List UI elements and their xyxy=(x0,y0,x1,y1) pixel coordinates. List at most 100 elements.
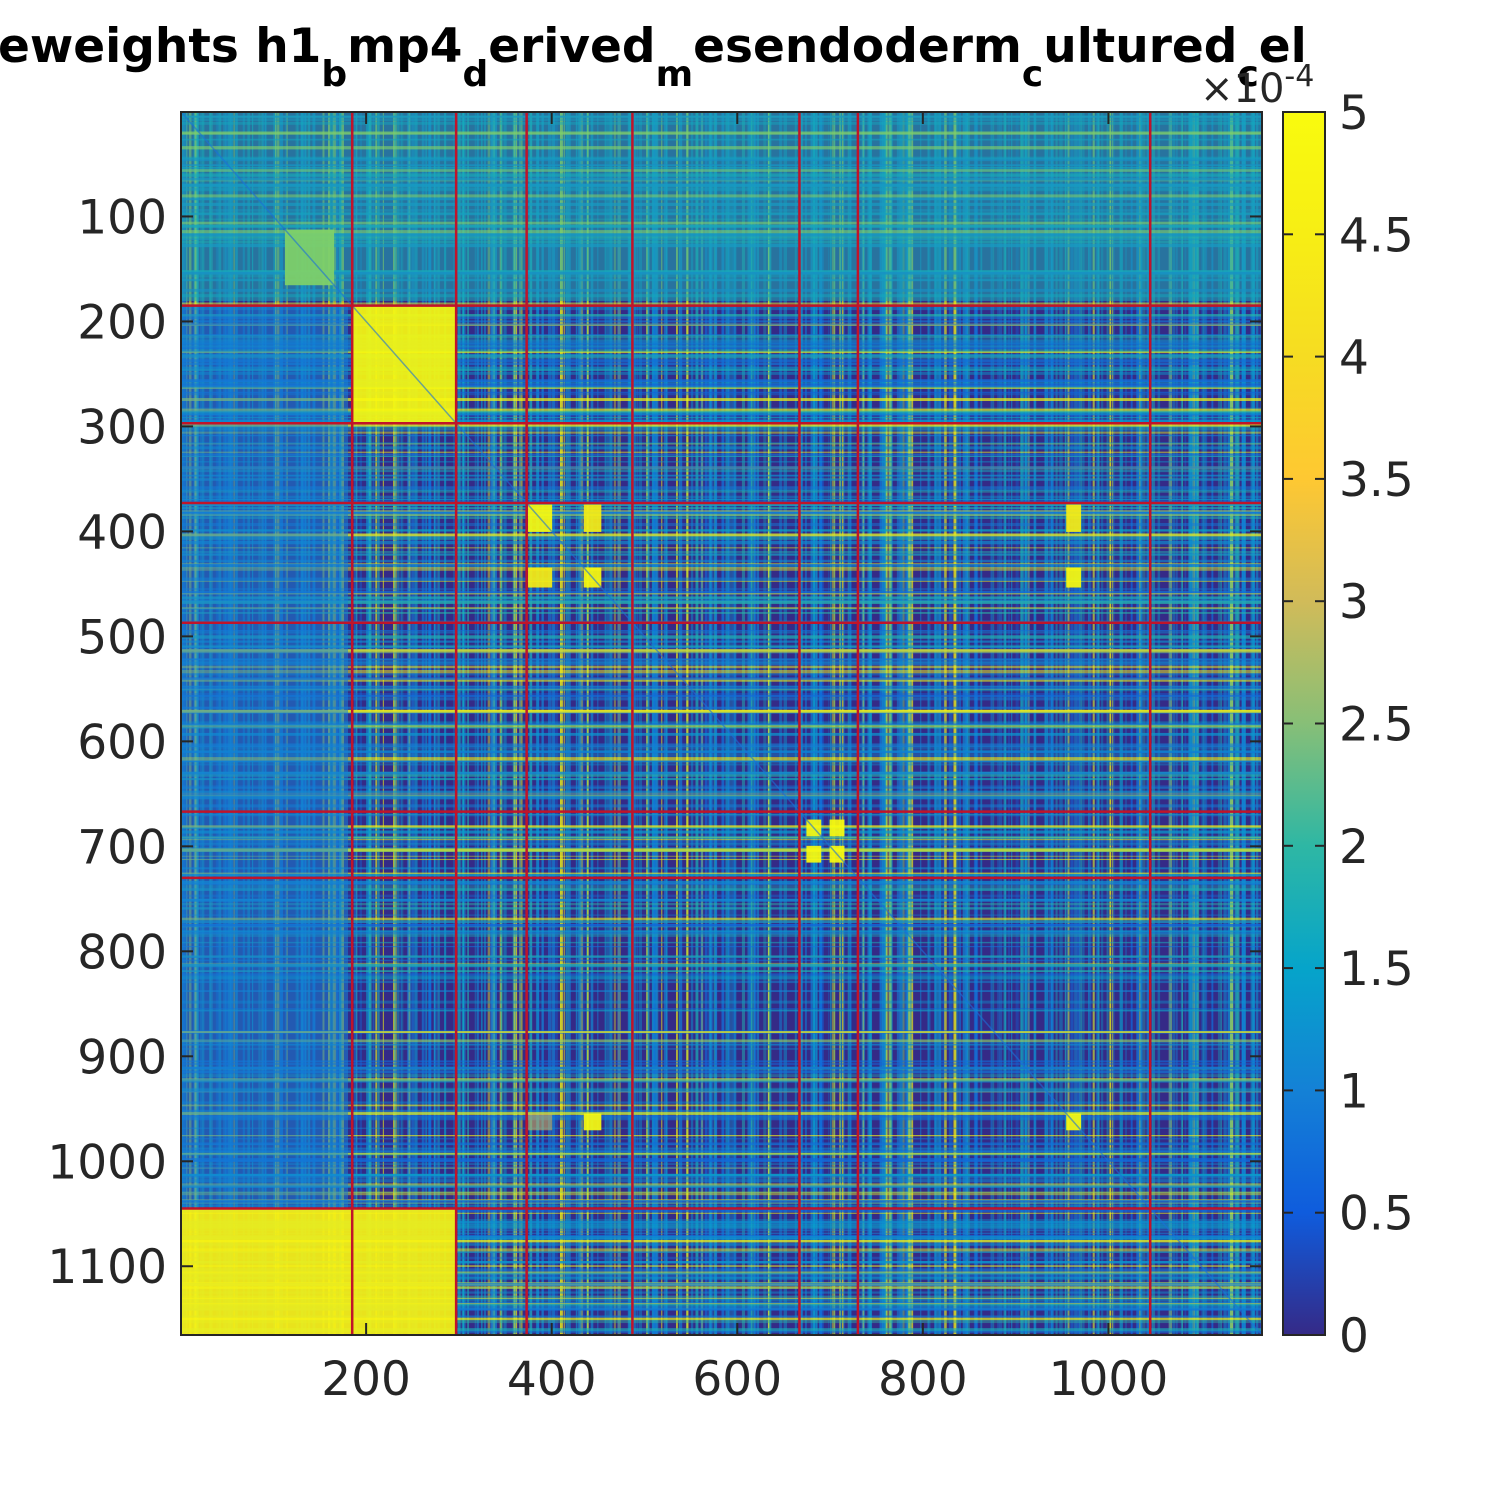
heatmap-row-stripe xyxy=(181,924,1262,926)
heatmap-row-stripe xyxy=(181,894,1262,898)
heatmap-row-stripe xyxy=(181,568,1262,571)
heatmap-row-stripe xyxy=(181,431,1262,434)
heatmap-row-stripe xyxy=(181,750,1262,754)
heatmap-dense-block xyxy=(181,112,1262,301)
chart-title-part: d xyxy=(462,54,488,95)
heatmap-row-stripe xyxy=(181,1009,1262,1012)
heatmap-row-stripe xyxy=(181,1306,1262,1310)
heatmap-row-stripe xyxy=(181,663,1262,666)
heatmap-dense-block xyxy=(1066,567,1082,588)
y-tick-label: 800 xyxy=(77,925,167,980)
heatmap-row-stripe xyxy=(181,1101,1262,1104)
heatmap-row-stripe xyxy=(181,323,1262,326)
heatmap-row-stripe xyxy=(181,724,1262,726)
heatmap-row-stripe xyxy=(181,1239,1262,1242)
heatmap-row-stripe xyxy=(181,529,1262,532)
heatmap-row-stripe xyxy=(181,1287,1262,1289)
heatmap-row-stripe xyxy=(181,1237,1262,1241)
heatmap-row-stripe xyxy=(181,314,1262,317)
heatmap-row-stripe xyxy=(181,917,1262,921)
heatmap-row-stripe xyxy=(181,588,1262,591)
heatmap-row-stripe xyxy=(181,669,1262,674)
colorbar-multiplier-base: ×10 xyxy=(1200,66,1284,112)
heatmap-row-stripe xyxy=(181,1248,1262,1252)
heatmap-row-stripe xyxy=(181,688,1262,690)
heatmap-row-stripe xyxy=(181,1150,1262,1153)
heatmap-row-stripe xyxy=(181,855,1262,857)
x-tick-label: 1000 xyxy=(1049,1352,1169,1407)
heatmap-row-stripe xyxy=(181,513,1262,517)
heatmap-row-stripe xyxy=(181,771,1262,774)
y-tick-label: 900 xyxy=(77,1030,167,1085)
heatmap-row-stripe xyxy=(181,536,1262,540)
heatmap-row-stripe xyxy=(181,872,1262,875)
heatmap-row-stripe xyxy=(181,963,1262,967)
heatmap-row-stripe xyxy=(181,600,1262,605)
heatmap-row-stripe xyxy=(181,1090,1262,1093)
y-tick-label: 500 xyxy=(77,610,167,665)
heatmap-row-stripe xyxy=(181,858,1262,861)
heatmap-row-stripe xyxy=(181,461,1262,463)
heatmap-row-stripe xyxy=(181,932,1262,935)
heatmap-row-stripe xyxy=(181,511,1262,515)
y-tick-label: 1000 xyxy=(47,1135,167,1190)
heatmap-row-stripe xyxy=(181,1222,1262,1226)
heatmap-dense-block xyxy=(806,845,822,863)
heatmap-row-stripe xyxy=(181,709,1262,713)
heatmap-row-stripe xyxy=(181,371,1262,375)
heatmap-row-stripe xyxy=(181,443,1262,445)
heatmap-row-stripe xyxy=(181,1202,1262,1204)
heatmap-row-stripe xyxy=(181,407,1262,409)
heatmap-row-stripe xyxy=(181,750,1262,754)
heatmap-row-stripe xyxy=(181,1291,1262,1294)
heatmap-diagonal xyxy=(181,112,1262,1335)
heatmap-row-stripe xyxy=(181,1149,1262,1153)
heatmap-row-stripe xyxy=(181,955,1262,958)
heatmap-row-stripe xyxy=(181,442,1262,445)
heatmap-row-stripe xyxy=(181,695,1262,697)
heatmap-row-stripe xyxy=(181,1276,1262,1280)
heatmap-row-stripe xyxy=(181,302,1262,305)
heatmap-row-stripe xyxy=(181,391,1262,393)
heatmap-row-stripe xyxy=(181,1104,1262,1107)
heatmap-row-stripe xyxy=(181,1074,1262,1078)
heatmap-row-stripe xyxy=(181,368,1262,371)
heatmap-row-stripe xyxy=(181,956,1262,958)
colorbar-tick-label: 2.5 xyxy=(1339,698,1414,753)
heatmap-row-stripe xyxy=(181,553,1262,556)
heatmap-row-stripe xyxy=(181,1260,1262,1264)
heatmap-row-stripe xyxy=(181,591,1262,595)
heatmap-row-stripe xyxy=(181,843,1262,845)
heatmap-row-stripe xyxy=(181,419,1262,421)
heatmap-row-stripe xyxy=(181,825,1262,829)
heatmap-row-stripe xyxy=(181,677,1262,680)
chart-title-part: c xyxy=(1022,54,1043,95)
heatmap-row-stripe xyxy=(181,773,1262,777)
heatmap-row-stripe xyxy=(181,1142,1262,1146)
heatmap-row-stripe xyxy=(181,1060,1262,1062)
x-tick-label: 800 xyxy=(878,1352,968,1407)
heatmap-dense-block xyxy=(583,504,602,532)
y-tick-label: 700 xyxy=(77,820,167,875)
heatmap-row-stripe xyxy=(181,1167,1262,1169)
heatmap-row-stripe xyxy=(181,848,1262,852)
heatmap-row-stripe xyxy=(181,1229,1262,1232)
heatmap-row-stripe xyxy=(181,385,1262,389)
heatmap-row-stripe xyxy=(181,792,1262,796)
heatmap-row-stripe xyxy=(181,867,1262,870)
heatmap-dense-block xyxy=(583,1113,602,1131)
heatmap-row-stripe xyxy=(181,498,1262,501)
heatmap-row-stripe xyxy=(181,973,1262,976)
heatmap-row-stripe xyxy=(181,455,1262,457)
heatmap-row-stripe xyxy=(181,424,1262,427)
heatmap-row-stripe xyxy=(181,580,1262,582)
heatmap-row-stripe xyxy=(181,814,1262,817)
heatmap-row-stripe xyxy=(181,359,1262,362)
heatmap-row-stripe xyxy=(181,970,1262,973)
colorbar-multiplier: ×10-4 xyxy=(1200,59,1314,112)
heatmap-row-stripe xyxy=(181,749,1262,752)
heatmap-row-stripe xyxy=(181,898,1262,901)
heatmap-row-stripe xyxy=(181,838,1262,841)
heatmap-row-stripe xyxy=(181,1239,1262,1243)
heatmap-row-stripe xyxy=(181,678,1262,682)
